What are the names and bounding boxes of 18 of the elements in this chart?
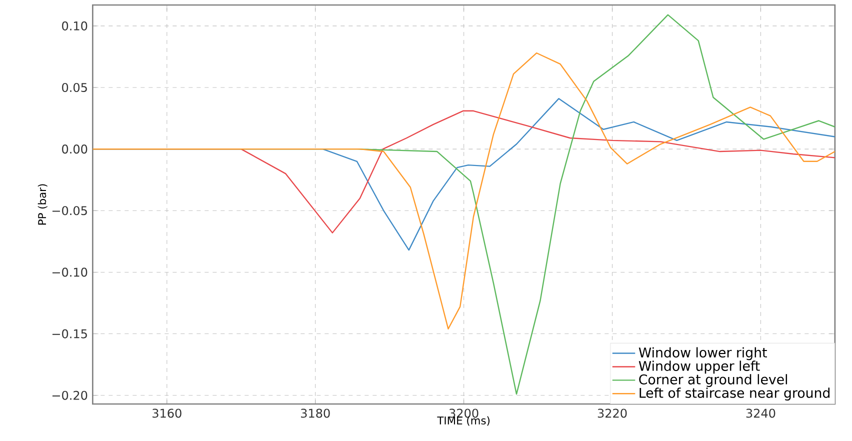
x-tick-label: 3200: [449, 408, 478, 418]
y-tick-label: −0.10: [52, 268, 88, 277]
line-series: [92, 52, 835, 330]
x-tick-label: 3160: [152, 408, 182, 418]
y-tick-label: −0.05: [52, 206, 87, 216]
y-axis-title: PP (bar): [38, 184, 48, 225]
x-tick-label: 3240: [746, 408, 776, 418]
y-tick-label: 0.00: [62, 144, 88, 154]
y-tick-label: 0.05: [62, 82, 87, 92]
legend-label: Window upper left: [638, 360, 760, 374]
y-tick-label: 0.10: [62, 21, 88, 30]
x-tick-label: 3180: [301, 408, 330, 418]
x-tick-label: 3220: [598, 408, 627, 418]
legend-label: Corner at ground level: [639, 374, 787, 388]
legend-label: Left of staircase near ground: [640, 388, 830, 400]
y-tick-label: −0.15: [52, 329, 87, 338]
legend-label: Window lower right: [638, 347, 767, 360]
y-tick-label: −0.20: [52, 390, 88, 400]
